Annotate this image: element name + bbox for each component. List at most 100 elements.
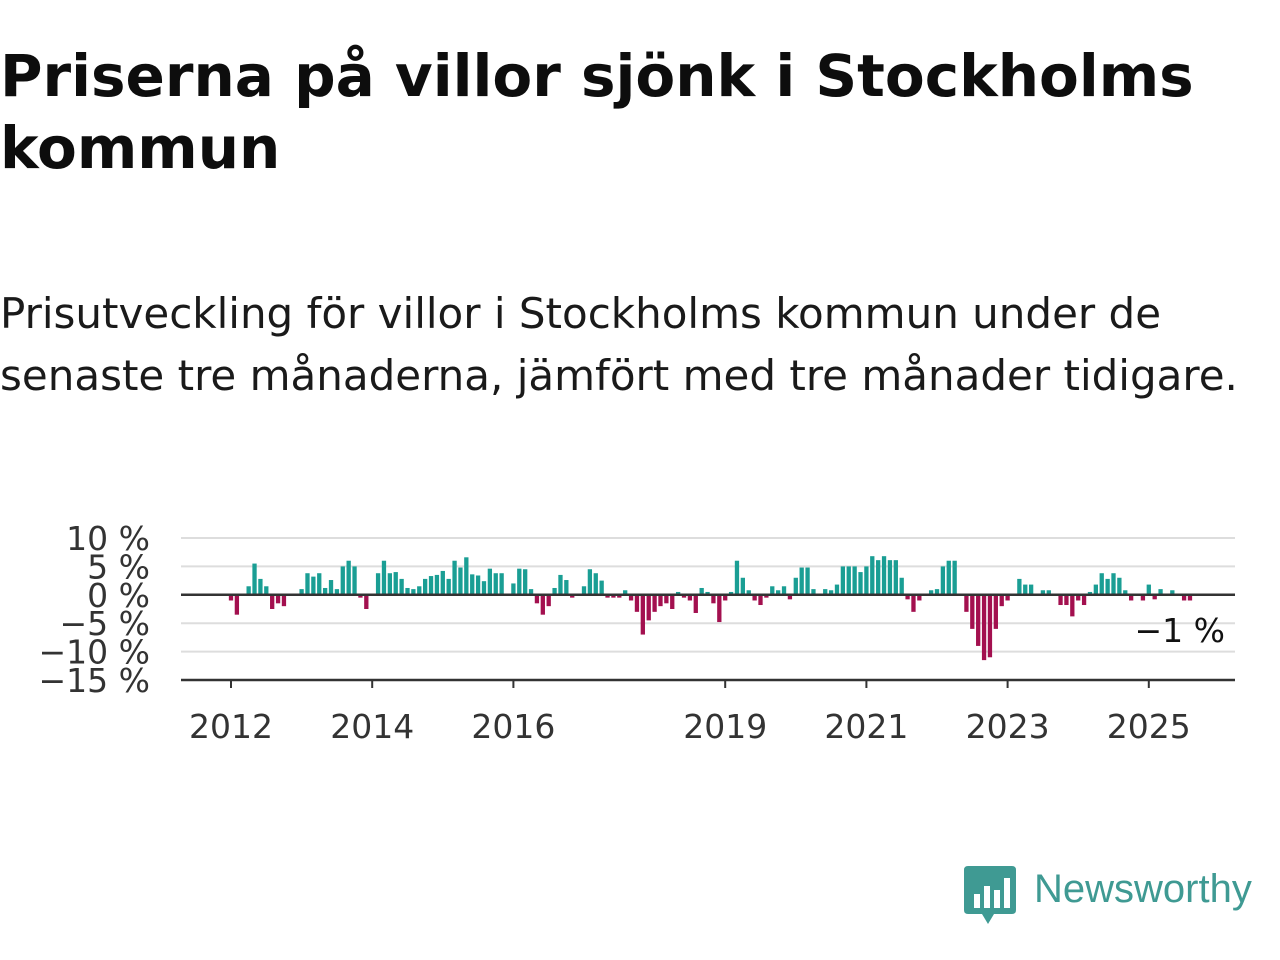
bar: [258, 578, 263, 595]
bar: [793, 577, 798, 595]
bar: [328, 580, 334, 595]
bar: [1076, 594, 1081, 601]
bar: [1152, 594, 1157, 600]
bar: [281, 594, 287, 607]
bar: [628, 594, 634, 601]
bar: [640, 594, 645, 635]
bar: [393, 572, 398, 595]
bar: [334, 589, 340, 595]
bar: [752, 594, 757, 601]
last-value-label: −1 %: [1135, 611, 1226, 650]
bar: [764, 594, 769, 598]
bar: [693, 594, 698, 613]
chart-subtitle: Prisutveckling för villor i Stockholms k…: [0, 289, 1238, 400]
bar: [858, 572, 863, 595]
bar-chart-speech-bubble-icon: [964, 866, 1016, 924]
x-axis: 2012 2014 2016 2019 2021 2023 2025: [181, 678, 1235, 746]
bars: [228, 556, 1193, 661]
bar: [481, 581, 487, 595]
bar: [228, 594, 234, 601]
bar: [1099, 573, 1104, 595]
bar: [870, 556, 875, 595]
bar: [346, 560, 351, 595]
bar: [464, 557, 469, 595]
bar: [805, 567, 810, 595]
bar: [446, 578, 451, 595]
newsworthy-logo[interactable]: Newsworthy: [964, 864, 1280, 930]
bar: [364, 594, 369, 609]
y-tick-label: 10 %: [66, 519, 150, 558]
x-tick-label: 2016: [471, 707, 555, 746]
bar: [558, 574, 563, 595]
bar: [275, 594, 281, 604]
bar: [599, 580, 604, 595]
bar: [905, 594, 910, 600]
bar: [899, 577, 904, 595]
bar: [1117, 577, 1122, 595]
bar: [740, 577, 745, 595]
bar: [611, 594, 616, 598]
bar: [976, 594, 981, 646]
bar: [964, 594, 969, 612]
bar: [246, 586, 251, 595]
bar: [1111, 573, 1116, 595]
bar: [652, 594, 657, 612]
bar: [405, 587, 410, 595]
y-tick-label: 5 %: [87, 547, 150, 586]
bar: [381, 560, 387, 595]
bar-chart: 10 %5 %0 %−5 %−10 %−15 % 2012 2014 2016 201…: [39, 519, 1235, 746]
bar: [299, 589, 304, 595]
bar: [411, 589, 416, 595]
bar: [911, 594, 916, 612]
bar: [511, 583, 516, 595]
bar: [864, 566, 869, 595]
bar: [928, 590, 934, 595]
bar: [776, 590, 781, 595]
bar: [340, 566, 345, 595]
y-tick-label: −15 %: [39, 661, 151, 700]
bar: [952, 560, 957, 595]
bar: [317, 573, 322, 595]
bar: [981, 594, 987, 661]
bar: [623, 590, 628, 595]
bar: [993, 594, 998, 629]
bar: [1129, 594, 1134, 601]
bar: [593, 573, 598, 595]
bar: [823, 589, 828, 595]
brand-name: Newsworthy: [1034, 867, 1252, 911]
bar: [564, 580, 569, 595]
bar: [375, 573, 381, 595]
bar: [440, 570, 445, 595]
bar: [711, 594, 716, 604]
bar: [493, 573, 498, 595]
bar: [1005, 594, 1010, 601]
bar: [387, 573, 392, 595]
bar: [1040, 590, 1046, 595]
bar: [452, 560, 457, 595]
bar: [893, 560, 898, 595]
bar: [458, 567, 463, 595]
bar: [634, 594, 640, 612]
bar: [487, 568, 493, 595]
bar: [987, 594, 993, 658]
bar: [587, 569, 593, 595]
bar: [699, 587, 704, 595]
bar: [681, 594, 687, 598]
bar: [828, 590, 834, 595]
bar: [1028, 584, 1034, 595]
x-tick-label: 2025: [1107, 707, 1191, 746]
bar: [834, 584, 840, 595]
bar: [687, 594, 693, 601]
chart-title: Priserna på villor sjönk i Stockholms ko…: [0, 42, 1194, 182]
bar: [670, 594, 675, 609]
bar: [723, 594, 728, 601]
bar: [917, 594, 922, 601]
bar: [311, 576, 316, 595]
bar: [675, 591, 681, 595]
bar: [617, 594, 622, 598]
bar: [1187, 594, 1193, 601]
x-tick-label: 2019: [683, 707, 767, 746]
bar: [1140, 594, 1146, 601]
bar: [322, 587, 328, 595]
y-tick-label: −10 %: [39, 633, 151, 672]
